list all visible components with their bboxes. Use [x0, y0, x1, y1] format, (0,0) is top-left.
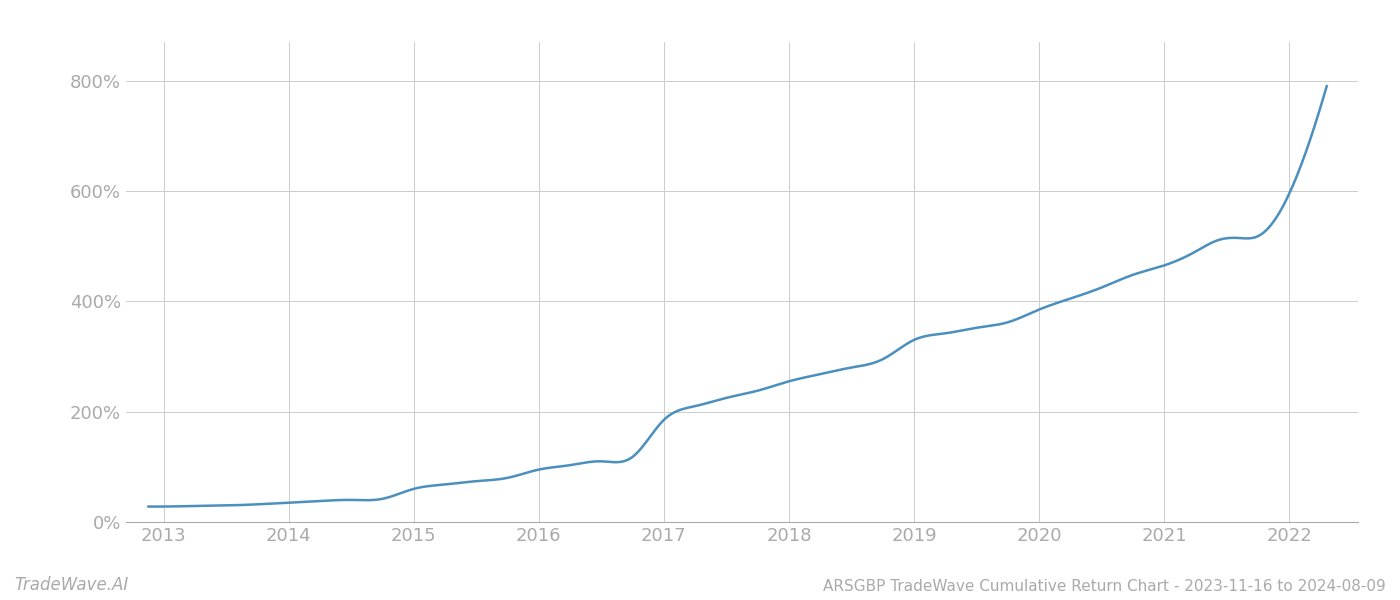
- Text: ARSGBP TradeWave Cumulative Return Chart - 2023-11-16 to 2024-08-09: ARSGBP TradeWave Cumulative Return Chart…: [823, 579, 1386, 594]
- Text: TradeWave.AI: TradeWave.AI: [14, 576, 129, 594]
